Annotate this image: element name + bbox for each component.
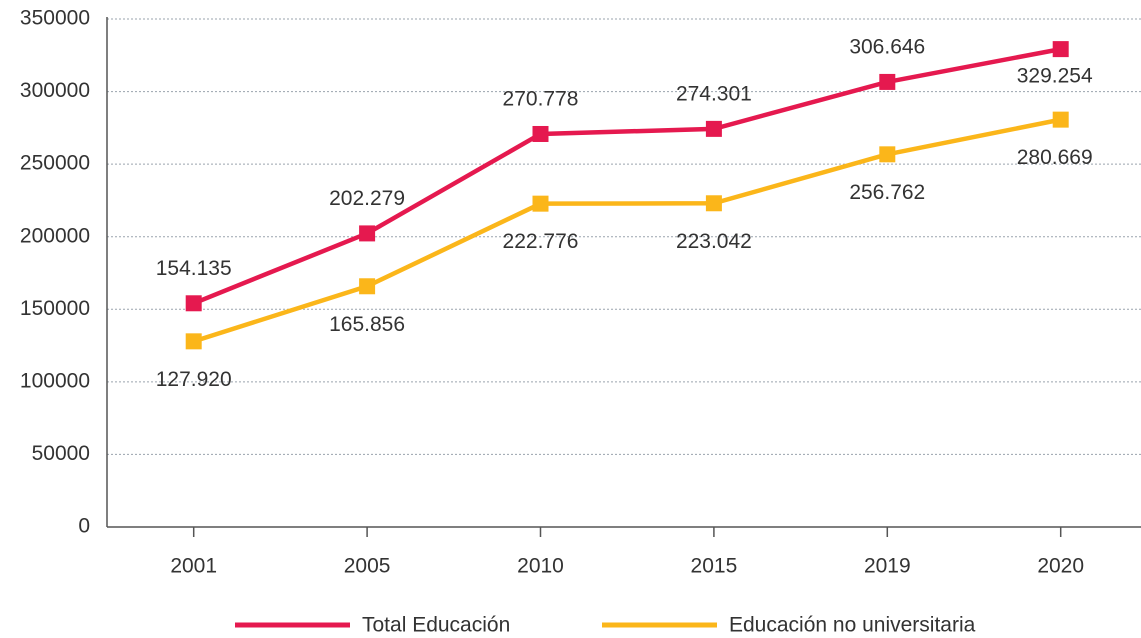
point-marker	[705, 120, 722, 137]
y-tick-label: 100000	[20, 369, 90, 392]
x-tick-label: 2001	[170, 555, 217, 578]
data-label: 202.279	[329, 187, 405, 210]
point-marker	[1052, 111, 1069, 128]
data-label: 165.856	[329, 313, 405, 336]
y-tick-label: 350000	[20, 7, 90, 30]
data-label: 280.669	[1017, 146, 1093, 169]
x-tick-label: 2020	[1037, 555, 1084, 578]
point-marker	[705, 195, 722, 212]
data-label: 306.646	[849, 35, 925, 58]
series-line	[193, 117, 1062, 344]
y-tick-label: 300000	[20, 79, 90, 102]
data-label: 329.254	[1017, 65, 1093, 88]
point-marker	[359, 225, 376, 242]
point-marker	[879, 146, 896, 163]
point-marker	[185, 333, 202, 350]
y-tick-label: 50000	[32, 442, 90, 465]
data-label: 154.135	[156, 257, 232, 280]
legend-label: Educación no universitaria	[729, 614, 976, 637]
series-line	[192, 46, 1062, 306]
x-tick-label: 2019	[864, 555, 911, 578]
data-label: 270.778	[503, 88, 579, 111]
point-marker	[185, 295, 202, 312]
legend-label: Total Educación	[362, 614, 510, 637]
data-label: 223.042	[676, 230, 752, 253]
data-label: 222.776	[503, 230, 579, 253]
x-tick-label: 2005	[344, 555, 391, 578]
point-marker	[532, 195, 549, 212]
y-tick-label: 200000	[20, 224, 90, 247]
data-label: 127.920	[156, 368, 232, 391]
y-tick-label: 0	[78, 515, 90, 538]
point-marker	[1052, 41, 1069, 58]
point-marker	[879, 73, 896, 90]
data-label: 256.762	[849, 181, 925, 204]
y-tick-label: 150000	[20, 297, 90, 320]
data-label: 274.301	[676, 82, 752, 105]
x-tick-label: 2015	[691, 555, 738, 578]
point-marker	[532, 125, 549, 142]
x-tick-label: 2010	[517, 555, 564, 578]
point-marker	[359, 278, 376, 295]
y-tick-label: 250000	[20, 152, 90, 175]
